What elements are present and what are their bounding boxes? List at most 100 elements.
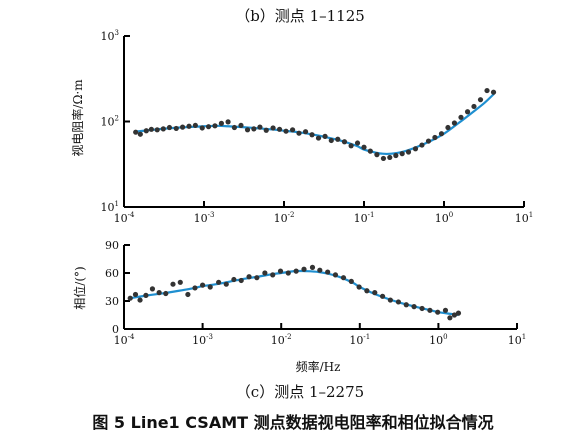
phase-y-tick-label: 60 [105,267,119,280]
resistivity-data-point [137,131,143,137]
phase-data-point [177,279,183,285]
phase-data-point [435,309,441,315]
resistivity-data-point [432,134,438,141]
phase-data-point [451,312,458,318]
resistivity-data-point [438,131,445,137]
phase-data-point [325,269,331,275]
resistivity-data-point [283,128,289,134]
resistivity-data-point [477,97,484,103]
resistivity-data-point [354,140,361,146]
phase-fit-curve [130,269,459,317]
phase-data-point [380,293,386,299]
resistivity-data-point [322,133,328,139]
resistivity-data-point [212,123,218,129]
resistivity-data-point [257,124,263,130]
phase-data-point [156,290,162,296]
resistivity-data-point [276,126,283,132]
resistivity-data-point [335,136,341,142]
phase-data-point [127,295,133,301]
phase-y-tick-label: 30 [105,295,119,308]
phase-x-tick-label: 101 [508,333,526,347]
resistivity-data-point [199,125,205,131]
resistivity-y-tick-label: 101 [101,200,119,214]
phase-data-point [442,307,449,313]
phase-y-tick-label: 90 [105,239,119,252]
resistivity-observed-points [133,87,497,162]
chart-phase: 相位/(°) 10-4 10-3 10-2 10-1 100 101 90 60 30 0 频率/… [72,239,526,374]
phase-data-point [185,291,191,298]
phase-data-point [340,275,347,281]
resistivity-x-tick-label: 10-1 [354,211,375,225]
phase-data-point [356,284,362,290]
resistivity-data-point [490,89,497,95]
phase-data-point [411,304,417,310]
resistivity-data-point [218,120,224,126]
phase-y-tick-label: 0 [112,323,119,336]
phase-data-point [403,302,409,308]
phase-data-point [309,264,316,270]
resistivity-data-point [361,144,367,150]
phase-x-tick-label: 10-1 [349,333,370,347]
panel-b-title: （b）测点 1–1125 [235,7,365,25]
phase-data-point [395,299,402,305]
resistivity-data-point [186,123,192,129]
phase-x-tick-label: 10-2 [271,333,292,347]
resistivity-data-point [205,124,212,130]
resistivity-data-point [315,135,322,141]
resistivity-data-point [173,125,179,132]
phase-data-point [387,297,393,303]
phase-x-axis-label: 频率/Hz [296,359,341,374]
phase-data-point [372,290,378,296]
phase-data-point [149,286,156,292]
resistivity-x-tick-label: 10-4 [114,211,135,225]
phase-data-point [143,292,149,298]
resistivity-data-point [367,148,373,154]
phase-data-point [293,268,299,274]
resistivity-data-point [380,155,387,162]
phase-data-point [137,297,143,303]
phase-data-point [223,281,229,287]
phase-data-point [200,282,206,288]
phase-data-point [262,270,268,276]
phase-data-point [246,274,252,280]
phase-data-point [207,284,213,290]
phase-data-point [447,315,453,321]
resistivity-y-axis-label: 视电阻率/Ω·m [70,79,85,157]
phase-data-point [132,291,139,298]
resistivity-data-point [192,122,198,129]
resistivity-data-point [484,87,490,94]
phase-data-point [277,268,284,274]
phase-data-point [348,278,354,284]
resistivity-data-point [225,119,231,125]
resistivity-data-point [348,143,354,149]
resistivity-data-point [238,122,244,129]
figure-caption: 图 5 Line1 CSAMT 测点数据视电阻率和相位拟合情况 [92,413,493,432]
phase-data-point [216,279,222,285]
resistivity-x-tick-label: 10-2 [274,211,295,225]
phase-x-tick-label: 100 [429,333,447,347]
resistivity-tick-labels: 10-4 10-3 10-2 10-1 100 101 103 102 101 [101,29,534,225]
phase-data-point [163,290,169,297]
phase-y-axis-label: 相位/(°) [72,266,87,309]
resistivity-x-tick-label: 100 [435,211,453,225]
resistivity-data-point [419,142,425,148]
resistivity-data-point [458,114,464,120]
resistivity-data-point [464,109,471,115]
resistivity-data-point [231,124,238,131]
resistivity-x-tick-label: 10-3 [194,211,215,225]
resistivity-data-point [148,126,154,132]
resistivity-data-point [425,138,432,144]
resistivity-data-point [387,154,393,161]
resistivity-data-point [160,126,166,132]
phase-axes [123,244,518,330]
resistivity-data-point [302,129,309,135]
resistivity-data-point [179,124,186,130]
phase-data-point [301,266,307,272]
chart-resistivity: 视电阻率/Ω·m 10-4 10-3 10-2 10-1 100 101 103 102 101 [70,29,533,225]
resistivity-data-point [445,124,451,131]
resistivity-y-tick-label: 102 [101,115,119,129]
resistivity-data-point [133,129,139,135]
phase-observed-points [127,264,462,321]
resistivity-data-point [341,139,348,145]
